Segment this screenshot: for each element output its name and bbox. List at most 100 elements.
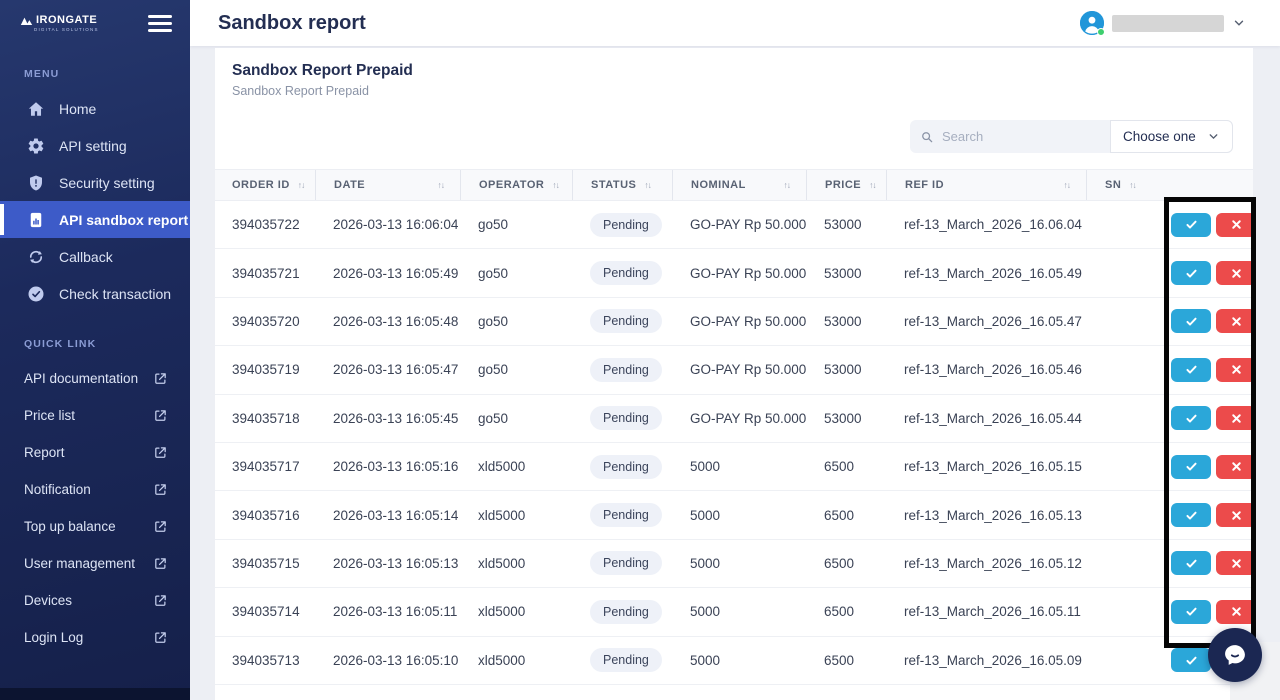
reject-button[interactable] [1216, 551, 1256, 576]
quick-link-devices[interactable]: Devices [0, 582, 190, 619]
quick-link-top-up-balance[interactable]: Top up balance [0, 508, 190, 545]
cell-operator: xld5000 [478, 604, 526, 620]
cell-order-id: 394035720 [232, 313, 300, 329]
cell-date: 2026-03-13 16:05:16 [333, 459, 459, 475]
check-icon [1185, 511, 1197, 520]
reject-button[interactable] [1216, 503, 1256, 528]
quick-link-login-log[interactable]: Login Log [0, 619, 190, 656]
sidebar-item-label: Check transaction [59, 285, 172, 302]
cell-price: 53000 [824, 362, 862, 378]
table-row: 394035713 2026-03-13 16:05:10 xld5000 Pe… [215, 637, 1256, 685]
sidebar-item-home[interactable]: Home [0, 90, 190, 127]
sidebar-item-security-setting[interactable]: Security setting [0, 164, 190, 201]
status-badge: Pending [590, 212, 662, 237]
quick-link-user-management[interactable]: User management [0, 545, 190, 582]
table-header: ORDER ID ↑↓ DATE ↑↓ OPERATOR ↑↓ STATUS ↑↓ NO… [215, 169, 1253, 201]
reject-button[interactable] [1216, 357, 1256, 382]
reject-button[interactable] [1216, 599, 1256, 624]
sidebar-item-callback[interactable]: Callback [0, 238, 190, 275]
approve-button[interactable] [1171, 406, 1211, 431]
cell-nominal: 5000 [690, 459, 721, 475]
filter-select[interactable]: Choose one [1110, 120, 1233, 153]
quick-link-label: API documentation [24, 371, 139, 386]
cell-price: 6500 [824, 604, 855, 620]
cell-price: 6500 [824, 507, 855, 523]
brand-logo: IRONGATE DIGITAL SOLUTIONS [20, 14, 99, 32]
quick-link-notification[interactable]: Notification [0, 471, 190, 508]
cell-date: 2026-03-13 16:05:10 [333, 652, 459, 668]
chat-launcher-button[interactable] [1208, 628, 1262, 682]
approve-button[interactable] [1171, 599, 1211, 624]
table-row: 394035720 2026-03-13 16:05:48 go50 Pendi… [215, 298, 1256, 347]
column-header-date[interactable]: DATE ↑↓ [315, 170, 460, 200]
search-input[interactable] [942, 129, 1100, 144]
sidebar-item-api-setting[interactable]: API setting [0, 127, 190, 164]
cell-ref-id: ref-13_March_2026_16.05.44 [904, 410, 1082, 426]
column-header-status[interactable]: STATUS ↑↓ [572, 170, 672, 200]
shield-icon [26, 173, 45, 192]
reject-button[interactable] [1216, 309, 1256, 334]
cell-operator: xld5000 [478, 555, 526, 571]
card-subtitle: Sandbox Report Prepaid [232, 84, 369, 98]
cell-ref-id: ref-13_March_2026_16.05.15 [904, 459, 1082, 475]
column-header-actions [1165, 170, 1253, 200]
quick-link-api-documentation[interactable]: API documentation [0, 360, 190, 397]
sort-icon: ↑↓ [1129, 179, 1136, 190]
cell-order-id: 394035721 [232, 265, 300, 281]
reject-button[interactable] [1216, 212, 1256, 237]
table-body: 394035722 2026-03-13 16:06:04 go50 Pendi… [215, 201, 1256, 685]
mountain-logo-icon [20, 17, 33, 25]
x-icon [1231, 268, 1241, 278]
reject-button[interactable] [1216, 406, 1256, 431]
cell-actions [1165, 503, 1256, 528]
approve-button[interactable] [1171, 261, 1211, 286]
quick-link-label: Top up balance [24, 519, 116, 534]
reject-button[interactable] [1216, 261, 1256, 286]
reject-button[interactable] [1216, 454, 1256, 479]
cell-nominal: 5000 [690, 652, 721, 668]
check-icon [1185, 607, 1197, 616]
approve-button[interactable] [1171, 648, 1211, 673]
quick-link-report[interactable]: Report [0, 434, 190, 471]
check-icon [1185, 414, 1197, 423]
sort-icon: ↑↓ [1063, 179, 1071, 190]
quick-link-price-list[interactable]: Price list [0, 397, 190, 434]
cell-price: 53000 [824, 217, 862, 233]
home-icon [26, 99, 45, 118]
cell-nominal: GO-PAY Rp 50.000 [690, 217, 806, 233]
cell-ref-id: ref-13_March_2026_16.05.49 [904, 265, 1082, 281]
column-header-operator[interactable]: OPERATOR ↑↓ [460, 170, 572, 200]
status-badge: Pending [590, 357, 662, 382]
hamburger-menu-icon[interactable] [148, 14, 172, 32]
approve-button[interactable] [1171, 454, 1211, 479]
cell-nominal: GO-PAY Rp 50.000 [690, 265, 806, 281]
user-menu[interactable] [1080, 11, 1246, 36]
cell-status: Pending [572, 503, 672, 528]
x-icon [1231, 462, 1241, 471]
approve-button[interactable] [1171, 503, 1211, 528]
external-link-icon [155, 558, 166, 569]
top-bar: Sandbox report [190, 0, 1280, 46]
sidebar-item-check-transaction[interactable]: Check transaction [0, 275, 190, 312]
approve-button[interactable] [1171, 309, 1211, 334]
quick-link-label: Price list [24, 408, 76, 423]
column-header-ref-id[interactable]: REF ID ↑↓ [886, 170, 1086, 200]
sidebar-item-label: API sandbox report [59, 211, 189, 228]
approve-button[interactable] [1171, 357, 1211, 382]
cell-price: 53000 [824, 410, 862, 426]
table-row: 394035715 2026-03-13 16:05:13 xld5000 Pe… [215, 540, 1256, 589]
cell-actions [1165, 406, 1256, 431]
approve-button[interactable] [1171, 551, 1211, 576]
cell-status: Pending [572, 648, 672, 673]
column-header-order-id[interactable]: ORDER ID ↑↓ [232, 179, 305, 191]
approve-button[interactable] [1171, 212, 1211, 237]
column-header-nominal[interactable]: NOMINAL ↑↓ [672, 170, 806, 200]
card-title: Sandbox Report Prepaid [232, 62, 413, 79]
cell-order-id: 394035719 [232, 362, 300, 378]
sidebar-item-api-sandbox-report[interactable]: API sandbox report [0, 201, 190, 238]
column-header-price[interactable]: PRICE ↑↓ [806, 170, 886, 200]
cell-price: 53000 [824, 265, 862, 281]
column-header-sn[interactable]: SN ↑↓ [1086, 170, 1165, 200]
quick-link-label: Notification [24, 482, 91, 497]
x-icon [1231, 607, 1241, 617]
